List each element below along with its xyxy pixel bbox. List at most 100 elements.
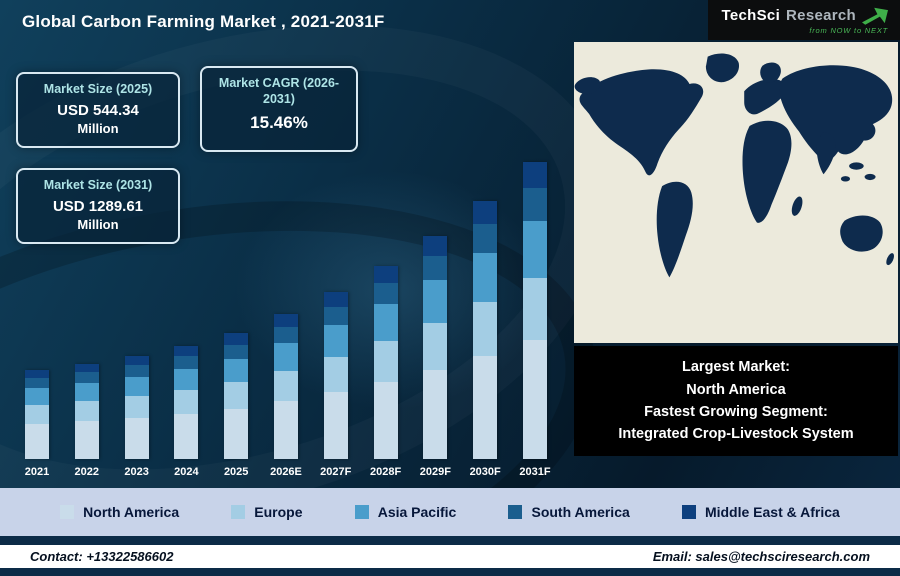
bar-segment-asia-pacific: [323, 325, 348, 357]
bar-segment-middle-east-africa: [74, 363, 99, 373]
legend-label: Middle East & Africa: [704, 504, 840, 520]
legend-item-south-america: South America: [508, 504, 630, 520]
bar-segment-europe: [373, 341, 398, 382]
world-map: [574, 42, 898, 343]
bar-segment-europe: [224, 382, 249, 409]
bar-segment-south-america: [174, 356, 199, 369]
bar-segment-middle-east-africa: [273, 313, 298, 328]
stat-label: Market Size (2031): [43, 178, 153, 192]
stat-value: 15.46%: [250, 113, 308, 133]
x-axis-label: 2027F: [320, 466, 352, 478]
bar-segment-south-america: [323, 306, 348, 326]
bar-segment-south-america: [25, 378, 49, 388]
bar-segment-north-america: [473, 355, 498, 459]
bar-segment-middle-east-africa: [124, 356, 149, 366]
bar-segment-north-america: [224, 408, 249, 459]
bar-2026E: [273, 313, 298, 459]
x-axis-label: 2024: [174, 466, 199, 478]
bar-segment-europe: [174, 390, 199, 414]
logo-brand-secondary: Research: [786, 6, 856, 24]
bar-segment-north-america: [124, 417, 149, 459]
stat-value: USD 544.34: [57, 101, 139, 119]
bar-segment-asia-pacific: [124, 376, 149, 397]
world-map-graphic: [574, 42, 898, 343]
bar-segment-middle-east-africa: [174, 346, 199, 357]
legend-item-asia-pacific: Asia Pacific: [354, 504, 457, 520]
bar-segment-europe: [74, 401, 99, 421]
techsci-logo: TechSci Research from NOW to NEXT: [708, 0, 900, 40]
bar-segment-asia-pacific: [423, 280, 448, 323]
bar-segment-south-america: [124, 365, 149, 377]
legend-swatch-south-america: [508, 505, 523, 519]
bar-segment-south-america: [373, 283, 398, 305]
stat-unit: Million: [77, 216, 119, 232]
bar-segment-north-america: [373, 381, 398, 459]
map-caption: Largest Market: North America Fastest Gr…: [574, 346, 898, 456]
bar-2022: [74, 363, 99, 459]
legend-label: North America: [83, 504, 180, 520]
logo-arrow-icon: [862, 7, 888, 25]
bar-segment-middle-east-africa: [323, 291, 348, 307]
bar-segment-north-america: [273, 401, 298, 459]
bar-segment-north-america: [423, 369, 448, 459]
bar-segment-south-america: [522, 188, 547, 221]
bar-segment-north-america: [522, 340, 547, 459]
bar-segment-south-america: [273, 327, 298, 343]
bar-2025: [224, 333, 249, 459]
bar-segment-middle-east-africa: [224, 333, 249, 345]
bar-column-2022: 2022: [64, 363, 110, 478]
bar-segment-middle-east-africa: [473, 201, 498, 225]
bar-2031F: [522, 161, 547, 459]
chart-legend: North America Europe Asia Pacific South Ame…: [0, 488, 900, 536]
legend-swatch-north-america: [60, 505, 75, 519]
bar-2023: [124, 356, 149, 459]
contact-email: Email: sales@techsciresearch.com: [652, 549, 870, 564]
legend-label: Asia Pacific: [377, 504, 457, 520]
stacked-bar-chart: 2021 2022 2023 2024 2025 2026E 2027F 2028F 2029F…: [6, 120, 566, 478]
bar-column-2024: 2024: [163, 346, 209, 478]
bar-column-2021: 2021: [14, 370, 60, 478]
bar-segment-asia-pacific: [273, 342, 298, 371]
bar-segment-asia-pacific: [25, 387, 49, 405]
bar-2028F: [373, 265, 398, 459]
bar-segment-south-america: [473, 224, 498, 253]
x-axis-label: 2031F: [519, 466, 551, 478]
legend-item-middle-east-africa: Middle East & Africa: [681, 504, 840, 520]
bar-segment-south-america: [74, 372, 99, 383]
stat-box-market-size-2031: Market Size (2031) USD 1289.61 Million: [16, 168, 180, 244]
bar-column-2029F: 2029F: [412, 235, 458, 478]
bar-segment-south-america: [423, 255, 448, 281]
bar-segment-europe: [423, 322, 448, 370]
caption-line-fastest-segment: Fastest Growing Segment:: [644, 404, 828, 420]
bar-2029F: [423, 235, 448, 459]
x-axis-label: 2023: [124, 466, 149, 478]
bar-column-2030F: 2030F: [462, 201, 508, 478]
x-axis-label: 2021: [24, 466, 50, 478]
stat-value: USD 1289.61: [52, 197, 144, 215]
footer: Contact: +13322586602 Email: sales@techs…: [0, 536, 900, 576]
bar-segment-north-america: [174, 413, 199, 459]
page-title: Global Carbon Farming Market , 2021-2031…: [22, 12, 385, 31]
bar-segment-north-america: [323, 392, 348, 459]
stat-label: Market CAGR (2026-2031): [218, 76, 340, 106]
x-axis-label: 2026E: [270, 466, 302, 478]
bar-segment-middle-east-africa: [423, 235, 448, 256]
bar-segment-middle-east-africa: [373, 265, 398, 284]
bar-column-2023: 2023: [114, 356, 160, 478]
bar-segment-asia-pacific: [224, 358, 249, 383]
legend-swatch-europe: [231, 505, 246, 519]
bar-2027F: [323, 291, 348, 459]
caption-line-fastest-segment-value: Integrated Crop-Livestock System: [618, 426, 854, 443]
bar-2030F: [473, 201, 498, 459]
bar-column-2025: 2025: [213, 333, 259, 478]
caption-line-largest-market-value: North America: [686, 381, 786, 398]
x-axis-label: 2029F: [419, 466, 451, 478]
logo-brand-primary: TechSci: [721, 6, 781, 24]
bar-segment-north-america: [25, 423, 49, 459]
header: Global Carbon Farming Market , 2021-2031…: [0, 0, 900, 44]
bar-2024: [174, 346, 199, 459]
bar-segment-asia-pacific: [473, 252, 498, 302]
stat-box-market-cagr: Market CAGR (2026-2031) 15.46%: [200, 66, 358, 152]
legend-swatch-asia-pacific: [354, 505, 369, 519]
